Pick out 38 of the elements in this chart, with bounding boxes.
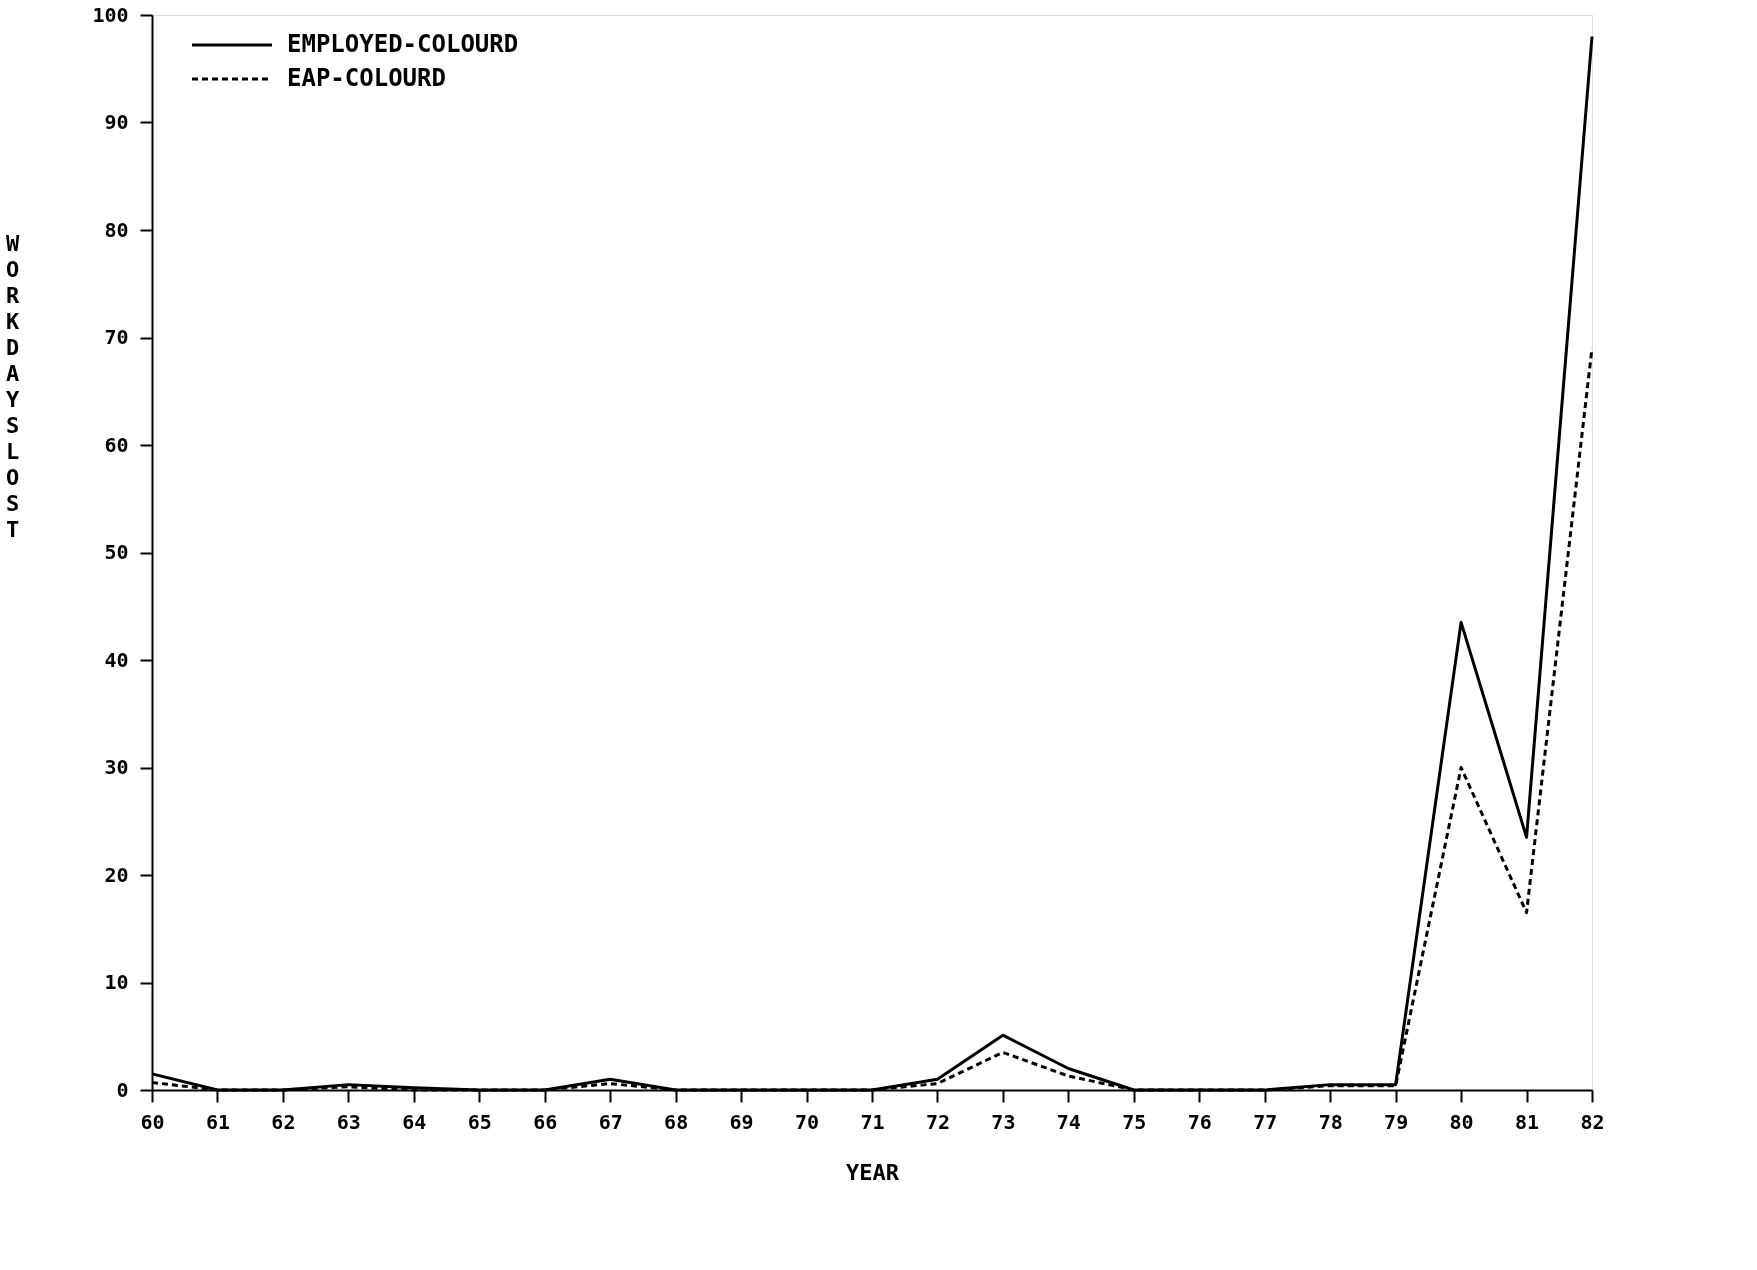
- x-tick-label: 68: [664, 1109, 689, 1134]
- x-tick-label: 71: [860, 1109, 885, 1134]
- y-tick-label: 30: [104, 755, 129, 779]
- y-tick-label: 10: [104, 970, 129, 994]
- x-tick-label: 75: [1122, 1109, 1147, 1134]
- legend-label: EMPLOYED-COLOURD: [287, 30, 519, 58]
- x-tick-label: 62: [271, 1109, 296, 1134]
- x-tick-label: 61: [205, 1109, 230, 1134]
- y-tick-label: 40: [104, 647, 129, 672]
- y-tick-label: 90: [104, 110, 129, 134]
- text: WORKDAYS LOST: [5, 230, 20, 542]
- x-tick-label: 63: [336, 1109, 361, 1134]
- legend-label: EAP-COLOURD: [287, 64, 446, 92]
- x-tick-label: 60: [140, 1109, 165, 1134]
- x-tick-label: 70: [795, 1109, 820, 1134]
- x-tick-label: 73: [991, 1109, 1016, 1134]
- x-tick-label: 64: [402, 1109, 427, 1134]
- x-tick-label: 76: [1187, 1109, 1212, 1134]
- x-tick-label: 66: [533, 1109, 558, 1134]
- x-tick-label: 81: [1515, 1109, 1540, 1134]
- y-tick-label: 50: [104, 540, 129, 564]
- y-tick-label: 20: [104, 862, 129, 887]
- x-tick-label: 72: [925, 1109, 950, 1134]
- y-tick-label: 60: [104, 432, 129, 457]
- y-tick-label: 70: [104, 325, 129, 349]
- x-tick-label: 67: [598, 1109, 623, 1134]
- x-tick-label: 77: [1253, 1109, 1278, 1134]
- x-tick-label: 78: [1318, 1109, 1343, 1134]
- x-tick-label: 74: [1056, 1109, 1081, 1134]
- y-tick-label: 80: [104, 217, 129, 242]
- y-tick-label: 100: [92, 2, 129, 27]
- x-tick-label: 80: [1449, 1109, 1474, 1134]
- x-tick-label: 82: [1580, 1109, 1605, 1134]
- x-tick-label: 65: [467, 1109, 492, 1134]
- x-tick-label: 79: [1384, 1109, 1409, 1134]
- y-tick-label: 0: [116, 1077, 129, 1102]
- x-tick-label: 69: [729, 1109, 754, 1134]
- x-axis-title: YEAR: [846, 1159, 900, 1185]
